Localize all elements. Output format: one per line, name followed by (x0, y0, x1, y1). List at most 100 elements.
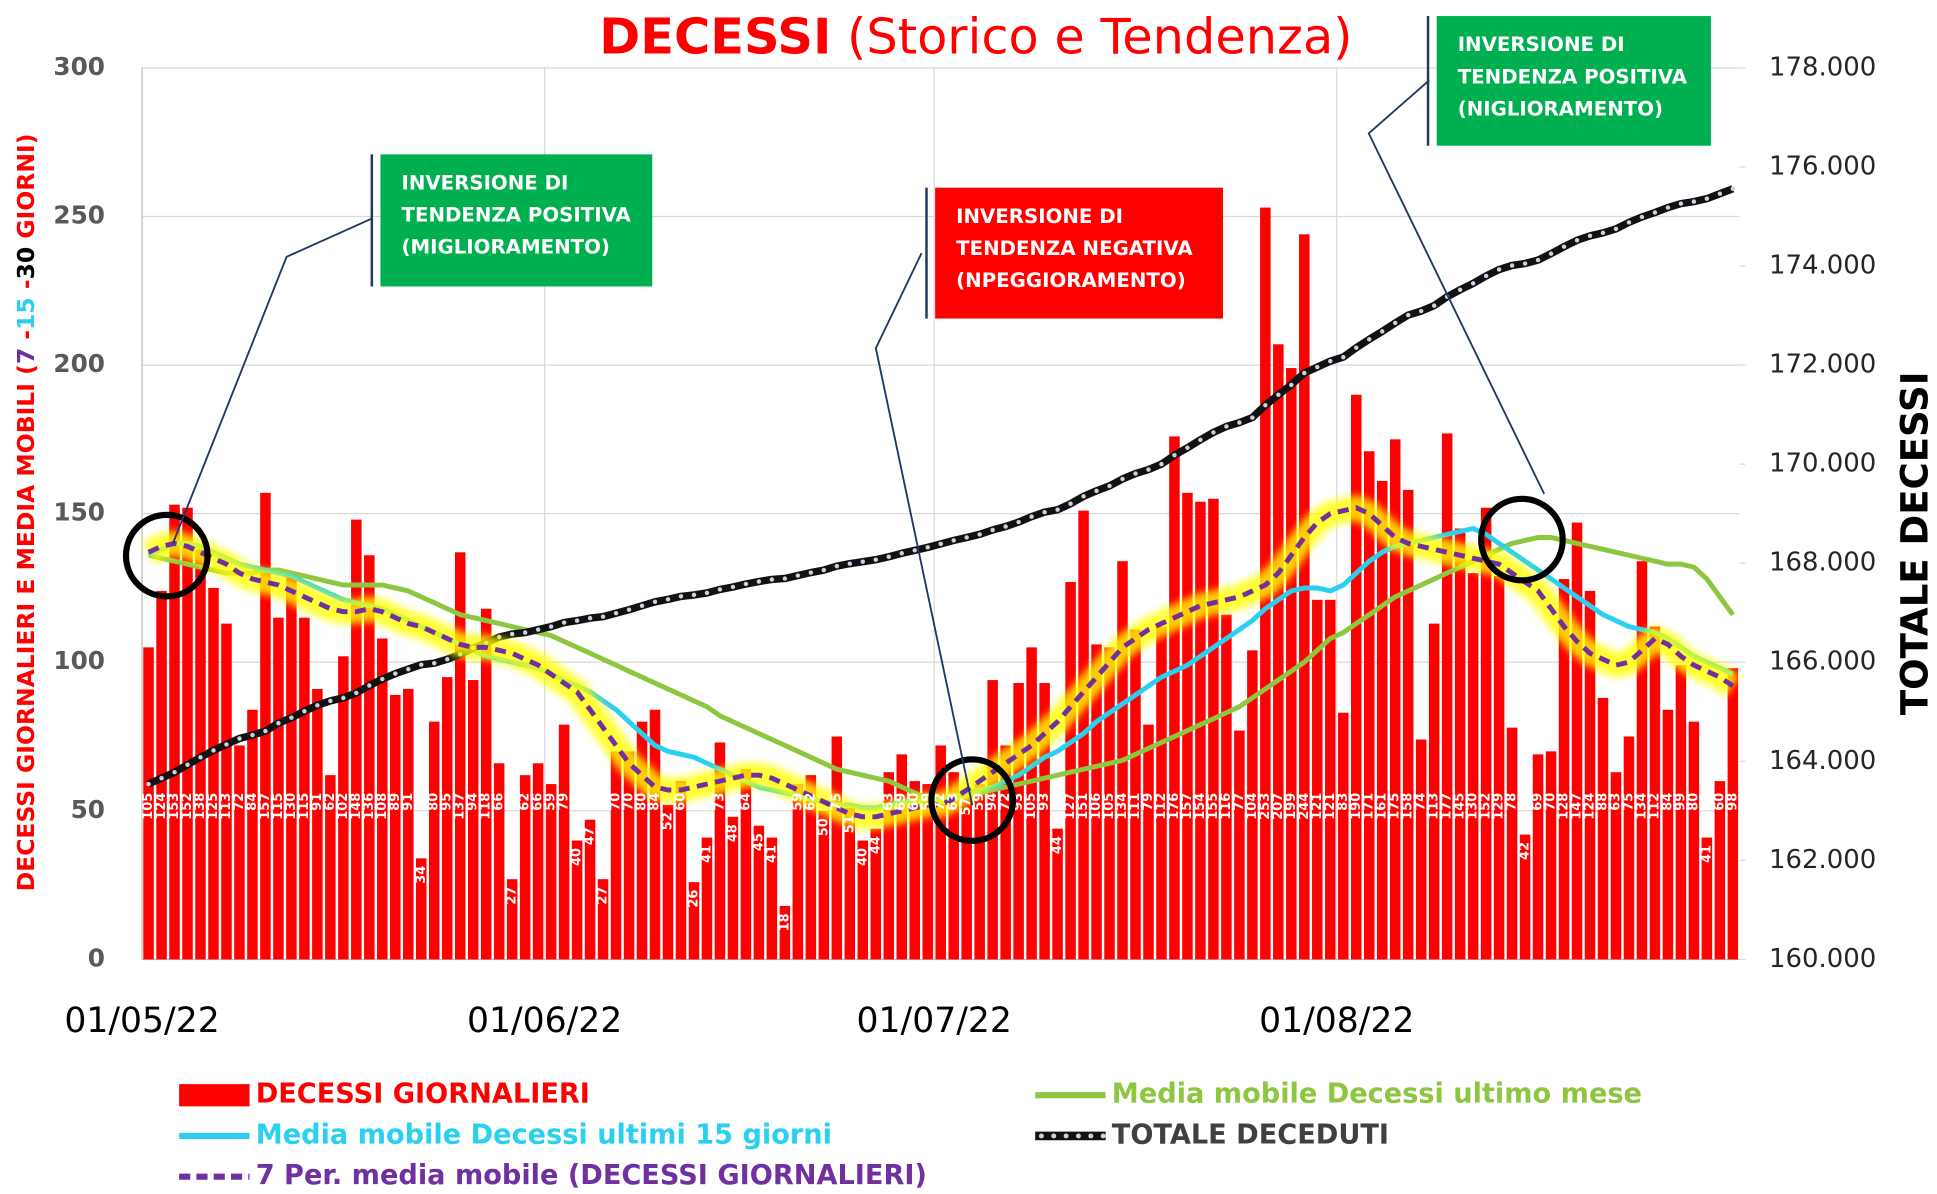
line-marker (1730, 186, 1736, 191)
value-label: 48 (725, 824, 740, 842)
line-marker (198, 755, 203, 760)
bar (1273, 344, 1284, 960)
line-marker (938, 541, 943, 547)
bar (1558, 579, 1570, 960)
line-marker (639, 603, 645, 608)
bar (1506, 727, 1518, 960)
line-marker (665, 597, 671, 602)
value-label: 171 (1362, 793, 1377, 820)
bar (467, 680, 479, 960)
bar (1182, 492, 1193, 960)
value-label: 62 (518, 793, 533, 811)
line-marker (159, 775, 164, 781)
bar (857, 840, 869, 960)
bar (987, 680, 998, 960)
line-marker (808, 570, 814, 575)
value-label: 113 (219, 793, 234, 820)
value-label: 98 (1725, 793, 1740, 811)
line-marker (873, 557, 878, 562)
line-marker (886, 554, 891, 559)
value-label: 157 (258, 793, 273, 820)
line-marker (613, 610, 619, 616)
line-marker (522, 630, 528, 635)
line-marker (977, 532, 982, 537)
value-label: 59 (544, 793, 559, 811)
line-marker (1483, 273, 1489, 279)
value-label: 50 (816, 818, 831, 836)
bar (883, 772, 895, 960)
bar (506, 879, 518, 960)
line-marker (535, 627, 541, 632)
line-marker (561, 620, 567, 625)
legend-swatch (179, 1084, 250, 1107)
bar (1623, 736, 1635, 960)
value-label: 27 (596, 887, 611, 905)
bar (805, 775, 817, 960)
bar (364, 555, 375, 960)
value-label: 94 (985, 793, 1000, 811)
line-marker (990, 527, 995, 533)
value-label: 95 (440, 793, 455, 811)
line-marker (315, 703, 320, 708)
bar (1428, 623, 1440, 960)
bar (1480, 507, 1492, 960)
y2-tick-label: 176.000 (1769, 151, 1876, 181)
bar (234, 745, 245, 960)
y2-axis-label: TOTALE DECESSI (1894, 371, 1937, 715)
bar (1363, 451, 1375, 960)
bar (1247, 650, 1258, 960)
value-label: 161 (1375, 793, 1390, 820)
line-marker (847, 561, 853, 566)
value-label: 75 (1621, 793, 1636, 811)
line-marker (1198, 437, 1203, 443)
bar (1467, 573, 1479, 960)
value-label: 44 (1050, 836, 1065, 854)
value-label: 106 (1089, 793, 1104, 820)
title-rest: (Storico e Tendenza) (847, 7, 1352, 65)
line-marker (1574, 238, 1580, 243)
value-label: 130 (1466, 793, 1481, 820)
value-label: 72 (998, 793, 1013, 811)
bar (182, 507, 193, 960)
annotation-text: TENDENZA POSITIVA (1458, 65, 1688, 88)
line-marker (795, 573, 801, 578)
y2-tick-label: 178.000 (1769, 52, 1876, 82)
y-tick-label: 150 (53, 498, 105, 527)
y-tick-label: 200 (53, 349, 105, 378)
bar (260, 492, 271, 960)
value-label: 102 (336, 793, 351, 820)
value-label: 124 (154, 793, 169, 820)
value-label: 40 (855, 848, 870, 866)
y-tick-label: 0 (88, 943, 105, 972)
line-marker (860, 559, 866, 564)
value-label: 83 (1336, 793, 1351, 811)
bar (896, 754, 908, 960)
value-label: 70 (622, 793, 637, 811)
line-marker (1717, 191, 1723, 196)
line-marker (1133, 471, 1138, 476)
bar (1441, 433, 1453, 960)
bar (1493, 576, 1505, 960)
value-label: 175 (1388, 793, 1403, 820)
bar (428, 721, 440, 960)
line-marker (782, 576, 788, 581)
bar (351, 519, 362, 960)
line-marker (1522, 261, 1528, 266)
bar (480, 608, 492, 960)
value-label: 177 (1440, 793, 1455, 820)
y-axis-label-part: - (12, 330, 40, 348)
value-label: 47 (583, 827, 598, 845)
line-marker (1081, 494, 1086, 499)
line-marker (1509, 263, 1515, 268)
line-marker (587, 615, 593, 621)
x-tick-label: 01/08/22 (1259, 1001, 1414, 1041)
line-marker (445, 657, 450, 662)
value-label: 91 (401, 793, 416, 811)
value-label: 79 (557, 793, 572, 811)
line-marker (432, 661, 437, 666)
line-marker (1315, 364, 1320, 370)
y-axis-label-part: 7 (12, 348, 40, 364)
value-label: 41 (764, 845, 779, 863)
value-label: 57 (959, 797, 974, 815)
